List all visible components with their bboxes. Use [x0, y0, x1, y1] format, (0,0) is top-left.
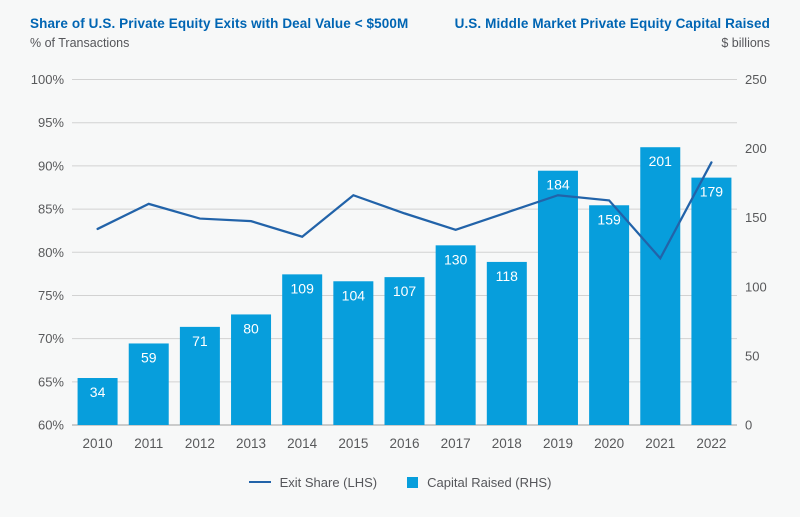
x-axis-label-2019: 2019	[543, 436, 573, 451]
x-axis-label-2018: 2018	[492, 436, 522, 451]
y-axis-left-tick-label: 60%	[38, 418, 64, 433]
bar-2021	[640, 147, 681, 425]
bar-value-label: 107	[393, 283, 417, 299]
combo-chart-svg: 100% 95% 90% 85% 80% 75% 70% 65% 60% 250 200 150 100…	[31, 72, 767, 451]
bar-2013	[231, 314, 272, 425]
right-header: U.S. Middle Market Private Equity Capita…	[455, 15, 770, 51]
bar-value-label: 71	[192, 333, 208, 349]
bar-value-label: 80	[243, 320, 259, 336]
x-axis-label-2015: 2015	[338, 436, 368, 451]
bar-value-label: 201	[649, 153, 673, 169]
bar-2014	[282, 274, 323, 425]
x-axis-label-2010: 2010	[83, 436, 113, 451]
bar-2011	[128, 343, 169, 425]
bar-value-label: 159	[597, 211, 621, 227]
bar-value-label: 130	[444, 251, 468, 267]
y-axis-right-tick-label: 200	[745, 141, 767, 156]
y-axis-right-tick-label: 250	[745, 72, 767, 87]
x-axis-label-2021: 2021	[645, 436, 675, 451]
y-axis-left-tick-label: 85%	[38, 202, 64, 217]
legend-item-exit-share: Exit Share (LHS)	[248, 474, 378, 490]
bar-value-label: 109	[291, 280, 315, 296]
x-axis-label-2012: 2012	[185, 436, 215, 451]
x-axis-label-2020: 2020	[594, 436, 624, 451]
bar-value-label: 179	[700, 184, 724, 200]
bar-2018	[486, 261, 527, 425]
x-axis-label-2014: 2014	[287, 436, 318, 451]
bar-2020	[589, 205, 630, 425]
bar-value-label: 34	[90, 384, 106, 400]
left-axis-unit-label: % of Transactions	[30, 36, 130, 50]
right-axis-unit-label: $ billions	[721, 36, 770, 50]
y-axis-left-tick-label: 70%	[38, 331, 64, 346]
bar-2015	[333, 281, 374, 425]
x-axis-label-2022: 2022	[696, 436, 726, 451]
bar-2022	[691, 177, 732, 425]
bar-value-label: 118	[496, 268, 519, 284]
bar-series-swatch-icon	[407, 476, 419, 488]
left-chart-title: Share of U.S. Private Equity Exits with …	[30, 16, 409, 31]
bar-value-label: 59	[141, 349, 157, 365]
y-axis-right-tick-label: 50	[745, 348, 759, 363]
bar-value-label: 184	[546, 177, 570, 193]
x-axis-label-2016: 2016	[389, 436, 419, 451]
y-axis-right-tick-label: 100	[745, 279, 767, 294]
exit-share-line	[96, 161, 713, 261]
right-chart-title: U.S. Middle Market Private Equity Capita…	[454, 16, 770, 31]
y-axis-left-tick-label: 90%	[38, 158, 64, 173]
legend-label-capital-raised: Capital Raised (RHS)	[427, 474, 552, 490]
y-axis-left-tick-label: 80%	[38, 245, 64, 260]
y-axis-left-tick-label: 100%	[31, 72, 65, 87]
line-series-swatch-icon	[248, 480, 271, 484]
bar-2012	[179, 326, 220, 425]
bar-2017	[435, 245, 476, 425]
y-axis-right-tick-label: 0	[745, 418, 752, 433]
bar-2010	[77, 378, 118, 425]
left-header: Share of U.S. Private Equity Exits with …	[30, 15, 408, 51]
legend-label-exit-share: Exit Share (LHS)	[279, 474, 378, 490]
bar-value-label: 104	[342, 287, 366, 303]
y-axis-left-tick-label: 65%	[38, 374, 64, 389]
x-axis-label-2013: 2013	[236, 436, 266, 451]
y-axis-left-tick-label: 95%	[38, 115, 64, 130]
legend-item-capital-raised: Capital Raised (RHS)	[407, 475, 551, 490]
bar-2016	[384, 277, 425, 425]
x-axis-label-2017: 2017	[441, 436, 471, 451]
y-axis-left-tick-label: 75%	[38, 288, 64, 303]
chart-plot-area: 100% 95% 90% 85% 80% 75% 70% 65% 60% 250 200 150 100…	[31, 72, 767, 451]
bar-2019	[537, 170, 578, 425]
legend: Exit Share (LHS) Capital Raised (RHS)	[0, 472, 800, 492]
x-axis-label-2011: 2011	[134, 436, 163, 451]
y-axis-right-tick-label: 150	[745, 210, 767, 225]
